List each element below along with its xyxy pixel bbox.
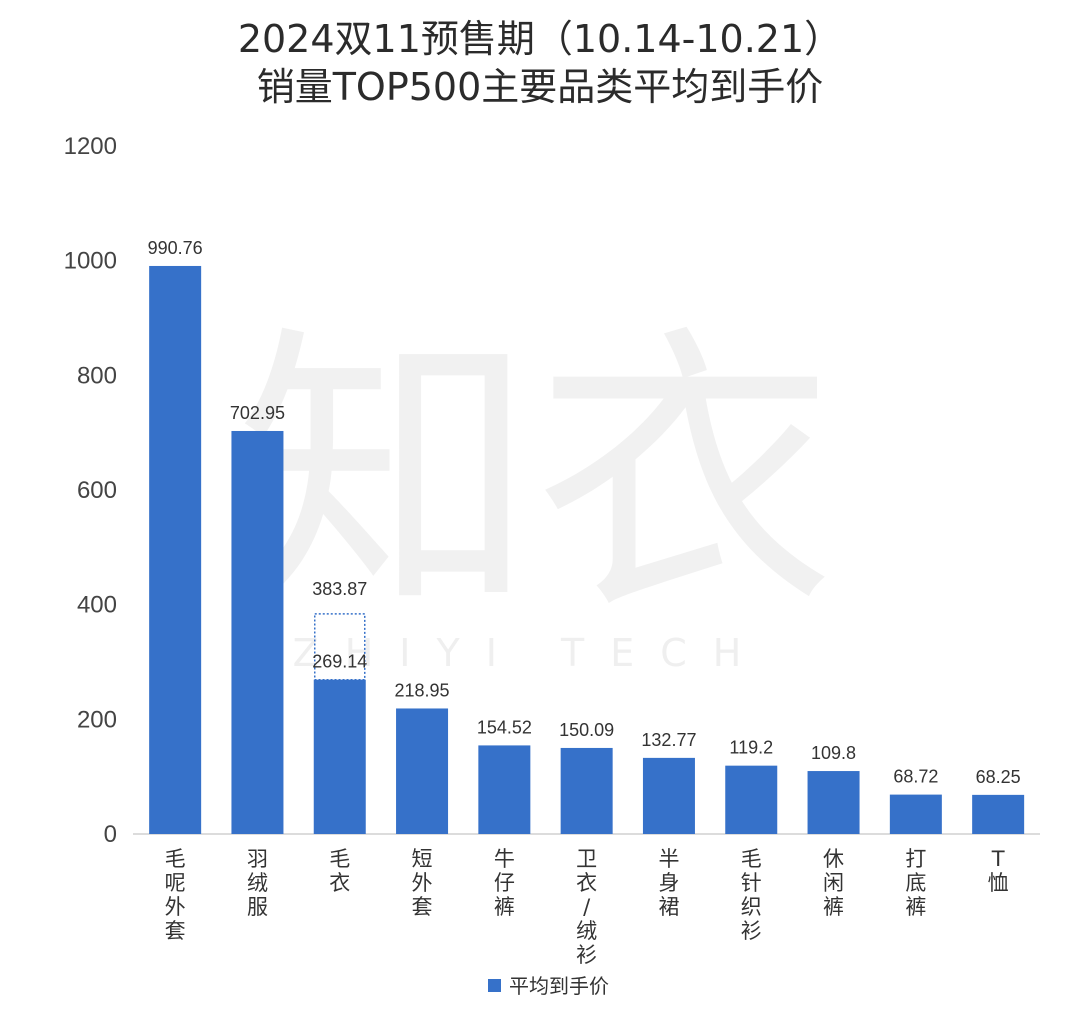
data-label: 109.8: [811, 743, 856, 763]
x-tick-char: 卫: [576, 847, 597, 871]
x-tick-char: 衫: [741, 919, 762, 943]
x-tick-char: /: [583, 895, 591, 919]
bar: [396, 708, 449, 834]
x-tick-char: 毛: [741, 847, 762, 871]
x-tick-char: 短: [412, 847, 433, 871]
x-tick-char: 打: [905, 847, 926, 871]
x-tick-char: 底: [905, 871, 926, 895]
x-tick-char: 身: [658, 871, 679, 895]
x-tick-char: 裤: [494, 895, 515, 919]
watermark: 知衣 ZHIYI TECH: [235, 302, 835, 675]
data-label: 150.09: [559, 720, 614, 740]
annotation-label: 383.87: [312, 579, 367, 599]
bar: [642, 757, 695, 834]
x-tick-char: 呢: [165, 871, 186, 895]
x-tick-char: 仔: [494, 871, 515, 895]
bar: [478, 745, 531, 834]
x-tick-label: 休闲裤: [823, 847, 844, 919]
x-tick-label: 半身裙: [658, 847, 679, 919]
y-tick-label: 1200: [64, 133, 117, 160]
y-tick-label: 800: [77, 362, 117, 389]
chart-title: 2024双11预售期（10.14-10.21） 销量TOP500主要品类平均到手…: [238, 17, 842, 109]
x-tick-char: 羽: [247, 847, 268, 871]
x-tick-char: 套: [165, 919, 186, 943]
x-tick-char: 裤: [823, 895, 844, 919]
annotation-group: 383.87: [312, 579, 367, 681]
x-tick-char: 衫: [576, 943, 597, 967]
x-tick-char: 衣: [576, 871, 597, 895]
x-tick-char: T: [991, 847, 1005, 871]
watermark-main: 知衣: [235, 302, 835, 651]
bar: [231, 430, 284, 834]
x-tick-char: 绒: [576, 919, 597, 943]
x-tick-char: 牛: [494, 847, 515, 871]
y-tick-label: 1000: [64, 248, 117, 275]
x-tick-label: 毛衣: [329, 847, 350, 895]
x-tick-char: 毛: [329, 847, 350, 871]
x-tick-char: 衣: [329, 871, 350, 895]
x-tick-char: 服: [247, 895, 268, 919]
x-tick-char: 针: [741, 871, 762, 895]
x-tick-char: 外: [165, 895, 186, 919]
y-tick-label: 400: [77, 592, 117, 619]
watermark-sub: ZHIYI TECH: [293, 631, 768, 675]
x-tick-char: 裤: [905, 895, 926, 919]
x-tick-label: 卫衣/绒衫: [576, 847, 597, 967]
x-tick-char: 裙: [658, 895, 679, 919]
data-label: 132.77: [641, 730, 696, 750]
data-labels: 990.76 702.95 269.14 218.95 154.52 150.09 132.…: [148, 238, 1021, 787]
data-label: 218.95: [395, 680, 450, 700]
bar: [725, 765, 778, 834]
y-tick-label: 0: [104, 821, 117, 848]
y-tick-label: 200: [77, 706, 117, 733]
x-tick-label: 毛呢外套: [165, 847, 186, 943]
chart-title-line-2: 销量TOP500主要品类平均到手价: [257, 65, 824, 109]
x-tick-char: 半: [658, 847, 679, 871]
x-tick-label: 牛仔裤: [494, 847, 515, 919]
data-label: 154.52: [477, 717, 532, 737]
x-tick-label: 羽绒服: [247, 847, 268, 919]
data-label: 119.2: [729, 738, 773, 758]
x-tick-char: 毛: [165, 847, 186, 871]
x-tick-label: 毛针织衫: [741, 847, 762, 943]
legend: 平均到手价: [488, 974, 609, 998]
data-label: 68.72: [893, 767, 938, 787]
x-tick-char: 闲: [823, 871, 844, 895]
data-label: 990.76: [148, 238, 203, 258]
bar: [560, 747, 613, 834]
data-label: 702.95: [230, 403, 285, 423]
x-tick-char: 恤: [988, 871, 1009, 895]
data-label: 68.25: [976, 767, 1021, 787]
chart-title-line-1: 2024双11预售期（10.14-10.21）: [238, 17, 842, 61]
x-tick-char: 外: [412, 871, 433, 895]
x-tick-label: 短外套: [412, 847, 433, 919]
bar: [889, 794, 942, 834]
annotation-box: [314, 613, 366, 681]
x-tick-label: 打底裤: [905, 847, 926, 919]
data-label: 269.14: [312, 652, 367, 672]
x-tick-char: 绒: [247, 871, 268, 895]
y-tick-label: 600: [77, 477, 117, 504]
bar: [972, 794, 1025, 834]
x-tick-char: 织: [741, 895, 762, 919]
bar: [807, 771, 860, 834]
bar: [149, 265, 202, 835]
x-tick-char: 套: [412, 895, 433, 919]
bar: [313, 679, 366, 834]
y-axis: 0 200 400 600 800 1000 1200: [64, 133, 117, 848]
legend-label: 平均到手价: [509, 974, 609, 998]
x-tick-char: 休: [823, 847, 844, 871]
bars: [149, 265, 1025, 835]
legend-swatch: [488, 979, 501, 992]
